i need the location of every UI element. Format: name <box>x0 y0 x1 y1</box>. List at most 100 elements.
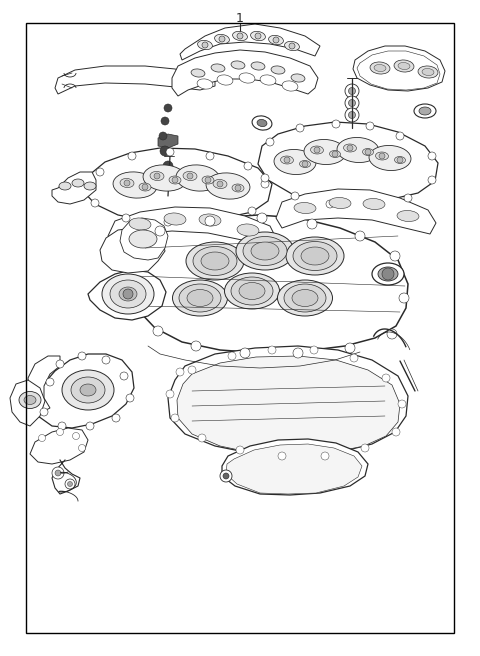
Ellipse shape <box>231 61 245 69</box>
Ellipse shape <box>113 172 157 198</box>
Polygon shape <box>35 354 134 428</box>
Circle shape <box>261 174 269 182</box>
Circle shape <box>293 348 303 358</box>
Circle shape <box>55 470 61 476</box>
Circle shape <box>163 161 173 171</box>
Circle shape <box>348 100 356 106</box>
Ellipse shape <box>372 263 404 285</box>
Ellipse shape <box>217 75 233 85</box>
Ellipse shape <box>239 283 265 300</box>
Circle shape <box>404 194 412 202</box>
Polygon shape <box>100 228 165 273</box>
Ellipse shape <box>280 156 293 164</box>
Ellipse shape <box>199 214 221 226</box>
Circle shape <box>321 452 329 460</box>
Ellipse shape <box>251 31 265 41</box>
Bar <box>26 23 454 633</box>
Circle shape <box>96 168 104 176</box>
Ellipse shape <box>186 242 244 280</box>
Ellipse shape <box>169 176 181 184</box>
Circle shape <box>205 177 211 183</box>
Ellipse shape <box>374 64 386 72</box>
Circle shape <box>164 104 172 112</box>
Circle shape <box>237 33 243 39</box>
Polygon shape <box>132 215 408 353</box>
Circle shape <box>355 231 365 241</box>
Circle shape <box>112 414 120 422</box>
Circle shape <box>40 408 48 416</box>
Circle shape <box>361 444 369 452</box>
Circle shape <box>278 452 286 460</box>
Circle shape <box>208 216 216 224</box>
Polygon shape <box>83 148 272 223</box>
Circle shape <box>310 346 318 354</box>
Circle shape <box>166 390 174 398</box>
Ellipse shape <box>293 241 337 270</box>
Ellipse shape <box>378 267 398 281</box>
Ellipse shape <box>277 280 333 316</box>
Ellipse shape <box>236 232 294 270</box>
Ellipse shape <box>294 203 316 213</box>
Circle shape <box>56 360 64 368</box>
Circle shape <box>273 37 279 43</box>
Circle shape <box>248 207 256 215</box>
Ellipse shape <box>213 180 227 188</box>
Circle shape <box>240 348 250 358</box>
Ellipse shape <box>271 66 285 74</box>
Circle shape <box>345 84 359 98</box>
Ellipse shape <box>172 280 228 316</box>
Circle shape <box>347 145 353 151</box>
Ellipse shape <box>274 150 316 174</box>
Ellipse shape <box>251 62 265 70</box>
Ellipse shape <box>71 377 105 403</box>
Polygon shape <box>180 24 320 60</box>
Circle shape <box>68 482 72 487</box>
Ellipse shape <box>201 252 229 270</box>
Circle shape <box>399 293 409 303</box>
Circle shape <box>428 176 436 184</box>
Ellipse shape <box>84 182 96 190</box>
Circle shape <box>164 218 172 226</box>
Circle shape <box>268 346 276 354</box>
Circle shape <box>365 149 371 155</box>
Ellipse shape <box>193 247 237 276</box>
Circle shape <box>382 374 390 382</box>
Circle shape <box>217 181 223 187</box>
Polygon shape <box>30 428 88 464</box>
Circle shape <box>345 96 359 110</box>
Ellipse shape <box>119 287 137 301</box>
Circle shape <box>161 117 169 125</box>
Circle shape <box>220 470 232 482</box>
Ellipse shape <box>183 171 197 180</box>
Ellipse shape <box>311 146 324 154</box>
Circle shape <box>291 192 299 200</box>
Circle shape <box>154 173 160 179</box>
Ellipse shape <box>329 197 351 209</box>
Ellipse shape <box>419 107 431 115</box>
Circle shape <box>46 378 54 386</box>
Circle shape <box>153 326 163 336</box>
Circle shape <box>366 122 374 130</box>
Ellipse shape <box>232 184 244 192</box>
Circle shape <box>345 108 359 122</box>
Ellipse shape <box>139 183 151 191</box>
Ellipse shape <box>211 64 225 72</box>
Circle shape <box>284 157 290 163</box>
Ellipse shape <box>243 237 287 266</box>
Circle shape <box>202 42 208 48</box>
Polygon shape <box>226 444 362 494</box>
Ellipse shape <box>422 68 434 75</box>
Ellipse shape <box>202 176 214 184</box>
Circle shape <box>102 356 110 364</box>
Ellipse shape <box>269 35 283 45</box>
Polygon shape <box>108 207 275 244</box>
Polygon shape <box>172 50 318 96</box>
Circle shape <box>155 226 165 236</box>
Circle shape <box>326 200 334 208</box>
Circle shape <box>307 219 317 229</box>
Polygon shape <box>10 380 45 426</box>
Circle shape <box>348 112 356 119</box>
Circle shape <box>86 422 94 430</box>
Circle shape <box>198 434 206 442</box>
Circle shape <box>160 146 170 156</box>
